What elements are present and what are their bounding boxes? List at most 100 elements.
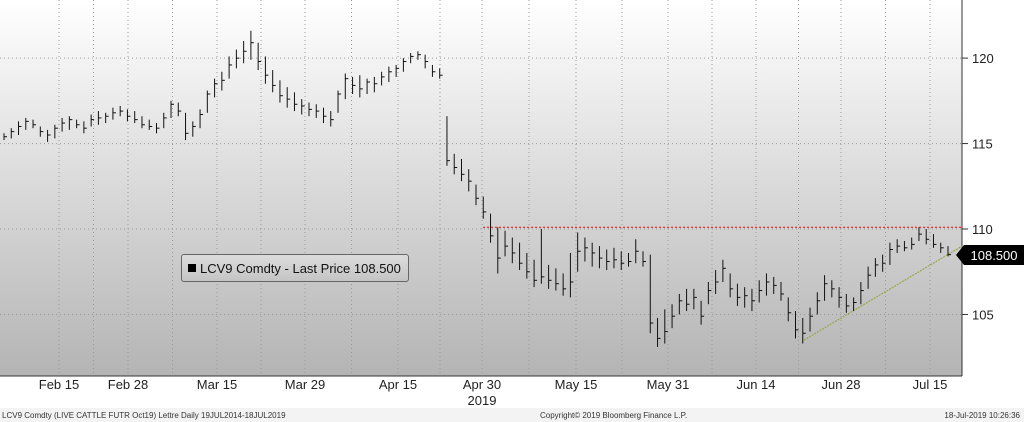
price-bar: [76, 119, 80, 129]
x-tick-label: Jun 28: [821, 377, 860, 392]
y-axis-ticks: 105 110 115 120: [962, 51, 994, 322]
price-bar: [54, 124, 58, 139]
price-bar: [780, 282, 784, 301]
price-bar: [468, 169, 472, 192]
x-tick-label: Mar 29: [285, 377, 325, 392]
price-bar: [765, 273, 770, 296]
price-bar: [620, 251, 625, 271]
price-bar: [627, 252, 632, 267]
x-tick-label: Mar 15: [197, 377, 237, 392]
y-tick-label: 110: [972, 222, 993, 237]
price-bar: [119, 105, 124, 117]
footer-right: 18-Jul-2019 10:26:36: [944, 411, 1020, 420]
price-bar: [235, 49, 240, 69]
price-bar: [177, 102, 182, 117]
price-bar: [366, 78, 371, 94]
price-bar: [569, 252, 574, 298]
price-bar: [548, 264, 552, 289]
price-bar: [540, 229, 545, 284]
price-bar: [940, 242, 944, 253]
price-bar: [185, 112, 189, 141]
price-bar: [308, 102, 312, 117]
price-bar: [903, 240, 908, 252]
price-bar: [598, 246, 603, 269]
price-bar: [395, 64, 400, 77]
price-bar: [359, 75, 363, 98]
y-tick-label: 115: [972, 137, 993, 152]
price-bar: [315, 104, 320, 118]
price-bar: [831, 280, 835, 298]
price-bar: [214, 78, 218, 98]
price-bar: [293, 92, 298, 112]
price-bar: [845, 293, 850, 313]
price-bar: [431, 64, 436, 77]
price-bar: [439, 68, 443, 79]
x-tick-label: Apr 30: [463, 377, 501, 392]
price-bar: [715, 270, 719, 294]
price-bar: [105, 112, 109, 124]
price-bar: [68, 116, 73, 130]
price-bar: [896, 239, 901, 253]
price-bar: [446, 116, 450, 166]
price-bar: [584, 237, 588, 262]
price-bar: [519, 242, 523, 271]
price-bar: [802, 317, 806, 344]
price-bar: [25, 117, 29, 130]
price-bar: [874, 258, 879, 277]
price-bar: [460, 158, 465, 182]
price-bar: [751, 288, 755, 312]
x-tick-label: May 15: [555, 377, 598, 392]
y-tick-label: 105: [972, 307, 994, 322]
price-bar: [257, 42, 262, 71]
price-bar: [352, 76, 356, 94]
price-bar: [824, 275, 828, 301]
price-bar: [511, 237, 516, 264]
price-bar: [700, 300, 705, 325]
price-bar: [3, 133, 7, 141]
price-bar: [635, 239, 639, 264]
price-bar: [410, 52, 414, 64]
price-bar: [562, 273, 567, 296]
price-bar: [18, 121, 22, 136]
price-bar: [228, 56, 233, 79]
price-bar: [39, 126, 44, 137]
price-bar: [947, 246, 951, 257]
price-bar: [490, 213, 494, 243]
footer-left: LCV9 Comdty (LIVE CATTLE FUTR Oct19) Let…: [2, 411, 286, 420]
x-axis-ticks: Feb 15 Feb 28 Mar 15 Mar 29 Apr 15 Apr 30 May …: [39, 377, 948, 392]
price-bar: [192, 121, 196, 137]
price-bar: [795, 311, 799, 339]
price-bar: [577, 232, 581, 272]
price-bar: [853, 297, 857, 312]
price-bar: [860, 282, 864, 305]
price-bar: [882, 254, 886, 272]
price-bar: [402, 58, 407, 72]
price-bar: [613, 247, 617, 269]
price-bar: [90, 114, 95, 127]
price-bar: [337, 90, 342, 113]
legend-label: LCV9 Comdty - Last Price 108.500: [200, 260, 401, 276]
price-bar: [134, 111, 138, 124]
price-bar: [867, 266, 872, 289]
price-bar: [381, 71, 385, 86]
price-bar: [83, 121, 87, 134]
x-tick-label: Feb 28: [108, 377, 148, 392]
price-bar: [148, 119, 153, 130]
price-bar: [475, 184, 479, 206]
price-bar: [323, 107, 327, 124]
price-bar: [141, 116, 145, 129]
y-tick-label: 120: [972, 51, 994, 66]
x-tick-label: Apr 15: [379, 377, 417, 392]
price-bar: [250, 30, 254, 60]
x-axis-band: [0, 376, 962, 408]
price-bar: [504, 230, 509, 257]
last-price-value: 108.500: [970, 247, 1018, 263]
price-bar: [47, 129, 51, 142]
price-bar: [526, 252, 530, 279]
price-bar: [932, 234, 937, 248]
price-bars: [3, 30, 951, 347]
price-bar: [642, 251, 647, 267]
price-bar: [61, 117, 66, 132]
price-bar: [657, 317, 661, 347]
trend-line: [803, 245, 963, 341]
